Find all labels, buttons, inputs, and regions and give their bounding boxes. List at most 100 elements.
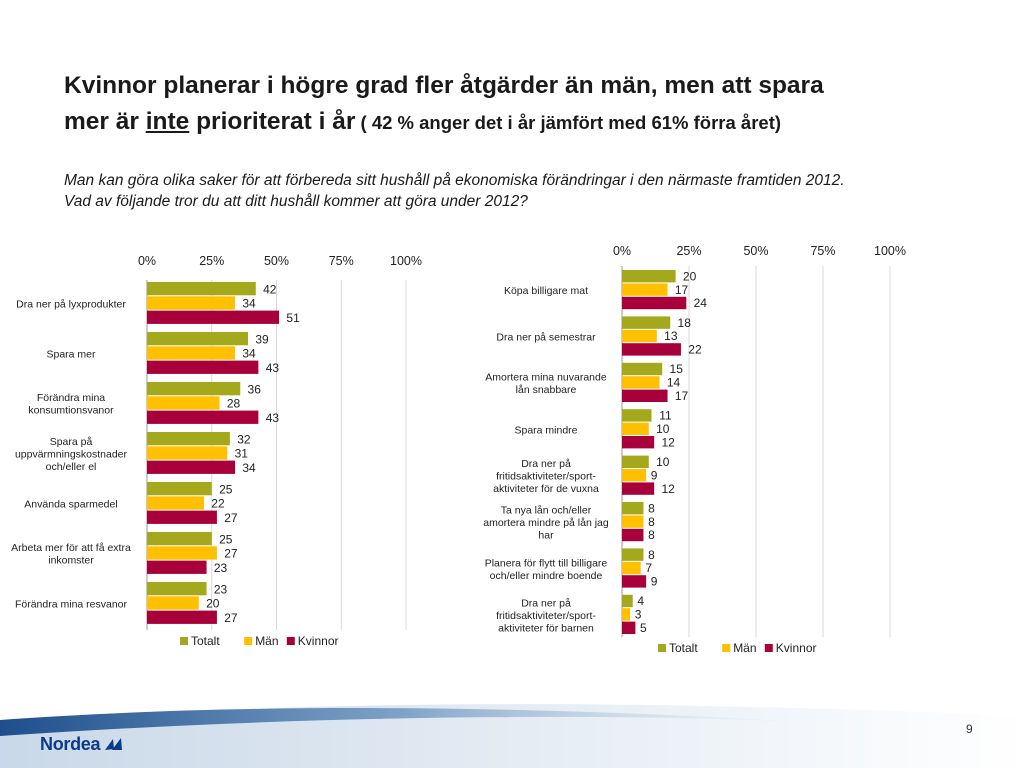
chart-right-svg: 0% 25% 50% 75% 100%Köpa billigare mat201724D… <box>483 244 906 655</box>
category-label: Dra ner på <box>521 597 571 609</box>
bar <box>622 362 663 376</box>
bar <box>622 329 657 343</box>
bar <box>622 436 655 449</box>
bar <box>622 502 644 515</box>
bar <box>147 496 204 510</box>
data-label: 42 <box>263 282 277 296</box>
category-label: Köpa billigare mat <box>504 285 588 297</box>
data-label: 28 <box>227 397 241 411</box>
category-label: och/eller mindre boende <box>490 570 603 582</box>
bar <box>622 548 644 561</box>
bar <box>622 409 652 422</box>
category-label: aktiviteter för barnen <box>498 622 594 634</box>
data-label: 8 <box>648 548 655 562</box>
x-tick-label: 75% <box>810 244 835 258</box>
nordea-sail-icon <box>105 737 123 750</box>
data-label: 27 <box>224 611 238 625</box>
category-label: aktiviteter för de vuxna <box>493 483 599 495</box>
category-label: Ta nya lån och/eller <box>501 505 592 517</box>
data-label: 9 <box>651 575 658 589</box>
data-label: 23 <box>214 561 228 575</box>
data-label: 5 <box>640 621 647 635</box>
legend-label: Kvinnor <box>298 634 339 648</box>
bar <box>622 316 671 329</box>
legend-label: Totalt <box>191 634 220 648</box>
category-label: Amortera mina nuvarande <box>485 372 607 384</box>
data-label: 34 <box>242 461 256 475</box>
category-label: fritidsaktiviteter/sport- <box>496 610 596 622</box>
category-label: och/eller el <box>46 461 97 473</box>
x-tick-label: 25% <box>199 254 224 268</box>
data-label: 8 <box>648 515 655 529</box>
x-tick-label: 100% <box>390 254 422 268</box>
bar <box>147 582 207 596</box>
data-label: 43 <box>266 361 280 375</box>
data-label: 24 <box>694 296 708 310</box>
category-label: Spara mindre <box>514 424 577 436</box>
category-label: Dra ner på semestrar <box>496 332 596 344</box>
category-label: Spara mer <box>46 348 96 360</box>
bar <box>622 608 631 621</box>
legend-label: Kvinnor <box>776 641 817 655</box>
bar <box>147 482 212 496</box>
bar <box>147 296 236 310</box>
data-label: 51 <box>286 311 300 325</box>
bar <box>622 482 655 495</box>
data-label: 20 <box>683 269 697 283</box>
title-highlight: inte <box>145 108 190 135</box>
legend-swatch <box>244 637 253 645</box>
category-label: Förändra mina <box>37 392 105 404</box>
bar <box>147 546 217 560</box>
data-label: 12 <box>661 435 675 449</box>
bar <box>147 396 220 410</box>
legend-swatch <box>764 644 773 652</box>
category-label: Använda sparmedel <box>24 498 117 510</box>
bar <box>147 596 199 610</box>
bar <box>147 310 280 324</box>
category-label: Spara på <box>50 436 93 448</box>
legend-swatch <box>658 644 666 652</box>
data-label: 12 <box>661 482 675 496</box>
title-line-2-pre: mer är <box>64 108 146 135</box>
category-label: har <box>538 530 554 542</box>
data-label: 13 <box>664 329 678 343</box>
category-label: Dra ner på lyxprodukter <box>16 298 126 310</box>
data-label: 34 <box>242 347 256 361</box>
data-label: 31 <box>235 447 249 461</box>
footer-swoosh <box>0 704 1024 768</box>
data-label: 22 <box>688 343 702 357</box>
bar <box>147 610 217 624</box>
title-line-2-post: prioriterat i år <box>189 108 356 135</box>
legend-swatch <box>722 644 731 652</box>
bar <box>147 432 230 446</box>
bar <box>147 560 207 574</box>
data-label: 36 <box>248 382 262 396</box>
bar <box>147 532 212 546</box>
slide-title: Kvinnor planerar i högre grad fler åtgär… <box>64 68 964 141</box>
chart-left-svg: 0% 25% 50% 75% 100% Dra ner på lyxprodukter 42… <box>11 254 422 648</box>
bar <box>147 446 228 460</box>
bar <box>622 561 641 575</box>
x-tick-label: 0% <box>613 244 631 258</box>
bar <box>622 575 647 588</box>
legend-label: Män <box>733 641 756 655</box>
data-label: 17 <box>675 283 689 297</box>
category-label: Förändra mina resvanor <box>15 598 128 610</box>
bar <box>147 410 259 424</box>
bar <box>622 270 676 283</box>
bar <box>622 389 668 402</box>
bar <box>622 376 660 389</box>
data-label: 23 <box>214 582 228 596</box>
bar <box>147 510 217 524</box>
bar <box>147 346 236 360</box>
bar <box>147 282 256 296</box>
bar <box>147 382 241 396</box>
data-label: 8 <box>648 501 655 515</box>
data-label: 8 <box>648 528 655 542</box>
bar <box>622 515 644 528</box>
nordea-wordmark: Nordea <box>40 734 101 754</box>
bar <box>622 283 668 296</box>
data-label: 18 <box>678 316 692 330</box>
data-label: 43 <box>266 411 280 425</box>
category-label: inkomster <box>48 555 94 567</box>
